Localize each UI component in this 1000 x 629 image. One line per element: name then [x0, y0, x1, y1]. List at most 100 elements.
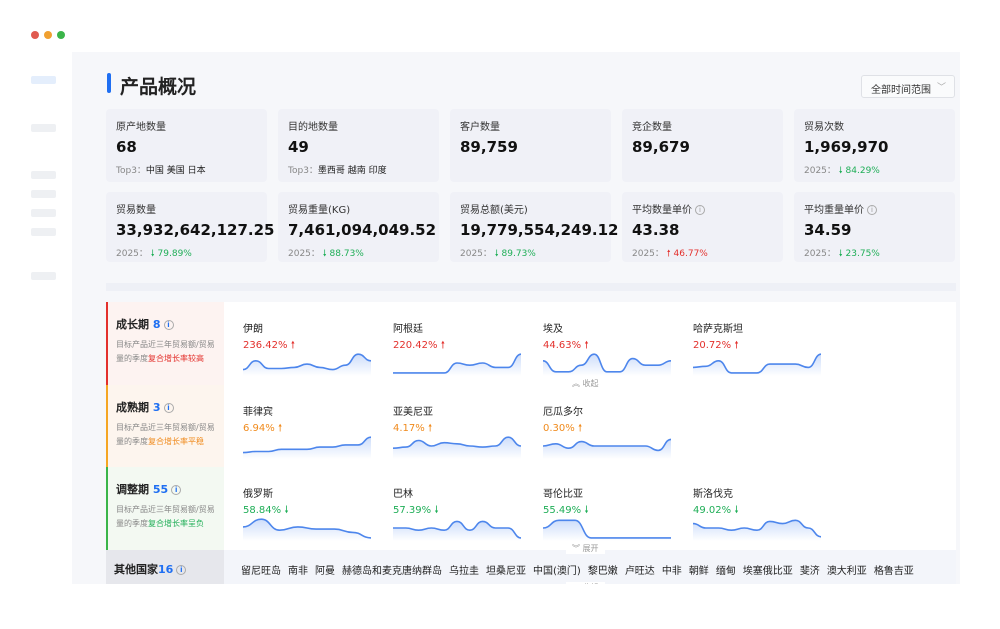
other-country-link[interactable]: 格鲁吉亚 [873, 566, 914, 577]
info-icon[interactable]: i [171, 485, 182, 495]
info-icon[interactable]: i [176, 565, 187, 575]
info-icon[interactable]: i [867, 205, 877, 215]
sparkline [243, 436, 371, 459]
other-country-link[interactable]: 南非 [288, 566, 308, 577]
other-country-link[interactable]: 卢旺达 [624, 566, 655, 577]
chevron-up-icon: ︽ [572, 583, 580, 584]
window-maximize-button[interactable] [57, 31, 65, 39]
time-range-value: 全部时间范围 [871, 85, 931, 96]
country-trend-card[interactable]: 伊朗 236.42% 🠕 [243, 320, 373, 390]
stat-value: 7,461,094,049.52 [288, 221, 437, 239]
country-name: 阿根廷 [393, 324, 423, 335]
sparkline-area [543, 439, 671, 459]
time-range-select[interactable]: 全部时间范围 ﹀ [861, 75, 955, 98]
arrow-down-icon: 🠗 [434, 505, 439, 516]
sparkline-line [243, 353, 371, 371]
arrow-up-icon: 🠕 [577, 423, 583, 434]
stat-card: 客户数量 89,759 [450, 109, 611, 182]
sparkline-area [543, 520, 671, 541]
country-growth: 49.02% 🠗 [693, 505, 739, 516]
stat-card: 贸易次数 1,969,970 2025： 🠗 84.29% [794, 109, 955, 182]
collapse-toggle[interactable]: ︽ 收起 [566, 378, 605, 389]
other-country-link[interactable]: 埃塞俄比亚 [742, 566, 793, 577]
sidebar-item[interactable] [31, 76, 56, 84]
sidebar-item[interactable] [31, 228, 56, 236]
stat-label: 贸易数量 [116, 205, 156, 216]
stage-label: 调整期 55 i 目标产品近三年贸易额/贸易量的季度复合增长率呈负 [106, 467, 224, 550]
other-country-link[interactable]: 坦桑尼亚 [486, 566, 526, 577]
sparkline [693, 519, 821, 541]
country-trend-card[interactable]: 哈萨克斯坦 20.72% 🠕 [693, 320, 823, 390]
lifecycle-table: 其他国家16 i 留尼旺岛 南非 阿曼 赫德岛和麦克唐纳群岛 乌拉圭 坦桑尼亚 中国(澳门) 黎… [106, 302, 956, 584]
window-minimize-button[interactable] [44, 31, 52, 39]
stage-description: 目标产品近三年贸易额/贸易量的季度复合增长率平稳 [116, 423, 215, 446]
stat-label: 客户数量 [460, 122, 500, 133]
arrow-down-icon: 🠗 [322, 249, 327, 259]
stat-card: 贸易总额(美元) 19,779,554,249.12 2025： 🠗 89.73% [450, 192, 618, 262]
sidebar-item[interactable] [31, 209, 56, 217]
other-country-link[interactable]: 缅甸 [715, 566, 736, 577]
country-trend-card[interactable]: 埃及 44.63% 🠕 [543, 320, 673, 390]
info-icon[interactable]: i [163, 403, 174, 413]
country-trend-card[interactable]: 厄瓜多尔 0.30% 🠕 [543, 403, 673, 473]
info-icon[interactable]: i [163, 320, 174, 330]
other-country-link[interactable]: 阿曼 [315, 566, 335, 577]
country-trend-card[interactable]: 阿根廷 220.42% 🠕 [393, 320, 523, 390]
arrow-up-icon: 🠕 [584, 340, 589, 351]
sidebar-item[interactable] [31, 190, 56, 198]
stat-label: 原产地数量 [116, 122, 166, 133]
sparkline-area [393, 521, 521, 541]
arrow-down-icon: 🠗 [838, 249, 843, 259]
stat-card: 平均数量单价 i 43.38 2025： 🠕 46.77% [622, 192, 783, 262]
country-growth: 58.84% 🠗 [243, 505, 289, 516]
sidebar-item[interactable] [31, 124, 56, 132]
arrow-up-icon: 🠕 [427, 423, 433, 434]
country-growth: 4.17% 🠕 [393, 423, 433, 434]
country-name: 斯洛伐克 [693, 489, 733, 500]
sparkline [243, 353, 371, 376]
other-country-link[interactable]: 黎巴嫩 [587, 566, 618, 577]
country-trend-card[interactable]: 菲律宾 6.94% 🠕 [243, 403, 373, 473]
country-growth: 20.72% 🠕 [693, 340, 739, 351]
other-country-link[interactable]: 中国(澳门) [533, 566, 581, 577]
stat-card: 贸易重量(KG) 7,461,094,049.52 2025： 🠗 88.73% [278, 192, 439, 262]
sparkline-line [693, 353, 821, 374]
stage-description: 目标产品近三年贸易额/贸易量的季度复合增长率呈负 [116, 505, 215, 528]
sparkline-line [243, 518, 371, 539]
arrow-up-icon: 🠕 [666, 249, 671, 259]
sparkline [393, 353, 521, 376]
sidebar-item[interactable] [31, 171, 56, 179]
country-trend-card[interactable]: 斯洛伐克 49.02% 🠗 [693, 485, 823, 555]
other-country-link[interactable]: 中非 [661, 566, 682, 577]
country-trend-card[interactable]: 俄罗斯 58.84% 🠗 [243, 485, 373, 555]
country-trend-card[interactable]: 巴林 57.39% 🠗 [393, 485, 523, 555]
info-icon[interactable]: i [695, 205, 705, 215]
other-country-link[interactable]: 斐济 [799, 566, 820, 577]
sparkline [393, 520, 521, 541]
sparkline-line [543, 353, 671, 373]
stat-value: 43.38 [632, 221, 680, 239]
collapse-toggle[interactable]: ︽ 收起 [566, 582, 605, 584]
other-country-link[interactable]: 乌拉圭 [449, 566, 479, 577]
other-country-link[interactable]: 留尼旺岛 [241, 566, 281, 577]
expand-toggle[interactable]: ︾ 展开 [566, 543, 605, 554]
country-growth: 6.94% 🠕 [243, 423, 283, 434]
stat-value: 68 [116, 138, 137, 156]
country-trend-card[interactable]: 哥伦比亚 55.49% 🠗 [543, 485, 673, 555]
other-country-link[interactable]: 澳大利亚 [826, 566, 867, 577]
other-country-link[interactable]: 赫德岛和麦克唐纳群岛 [342, 566, 442, 577]
arrow-down-icon: 🠗 [838, 166, 843, 176]
country-name: 俄罗斯 [243, 489, 273, 500]
stat-label: 平均数量单价 i [632, 201, 773, 216]
stat-card: 原产地数量 68 Top3：中国 美国 日本 [106, 109, 267, 182]
stat-change: 2025： 🠕 46.77% [632, 249, 708, 259]
stat-change: 2025： 🠗 84.29% [804, 166, 880, 176]
stat-label: 平均重量单价 i [804, 201, 945, 216]
country-trend-card[interactable]: 亚美尼亚 4.17% 🠕 [393, 403, 523, 473]
other-country-link[interactable]: 朝鲜 [688, 566, 709, 577]
sparkline-area [243, 354, 371, 376]
sidebar-item[interactable] [31, 272, 56, 280]
window-close-button[interactable] [31, 31, 39, 39]
stat-label: 贸易重量(KG) [288, 205, 351, 216]
